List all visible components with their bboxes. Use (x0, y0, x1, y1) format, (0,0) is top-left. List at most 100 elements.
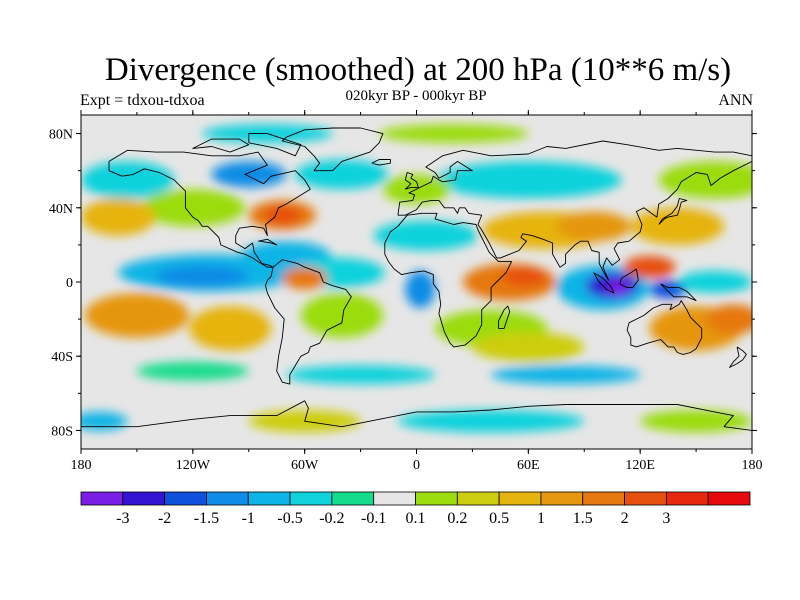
colorbar-swatch (582, 491, 625, 506)
field-anomaly-21 (189, 306, 272, 351)
coastline-0 (108, 149, 311, 268)
coastline-8 (619, 268, 639, 289)
colorbar-label: 1 (537, 510, 545, 527)
longitude-axis: 180 120W 60W 0 60E 120E 180 (71, 110, 763, 473)
colorbar-label: -2 (158, 510, 171, 527)
field-anomaly-27 (472, 332, 585, 362)
colorbar-swatch (498, 491, 542, 506)
field-anomaly-11 (211, 161, 287, 188)
coastline-10 (658, 198, 688, 225)
field-anomaly-31 (649, 280, 687, 299)
field-anomaly-35 (705, 304, 752, 334)
colorbar-label: -0.1 (361, 510, 386, 527)
field-anomaly-33 (677, 270, 752, 294)
colorbar-label: 0.2 (447, 510, 467, 527)
colorbar-label: 0.5 (489, 510, 509, 527)
field-anomaly-23 (282, 267, 328, 290)
field-anomaly-25 (502, 267, 547, 286)
coastline-5 (281, 127, 384, 172)
field-anomaly-37 (491, 365, 641, 385)
field-anomaly-22 (300, 293, 383, 338)
colorbar-swatch (206, 491, 249, 506)
field-anomaly-10 (263, 205, 301, 225)
coastline-6 (498, 305, 511, 329)
colorbar-label: 1.5 (573, 510, 593, 527)
lat-tick-label: 40S (51, 350, 73, 365)
colorbar-swatch (665, 491, 709, 506)
coastline-14 (81, 400, 752, 431)
colorbar-swatch (456, 491, 500, 506)
lat-tick-label: 80N (49, 128, 73, 143)
colorbar-swatch (80, 491, 124, 506)
lat-tick-label: 40N (49, 202, 73, 217)
field-anomaly-20 (84, 293, 190, 338)
colorbar-swatch (164, 491, 207, 506)
coastline-12 (371, 159, 391, 166)
field-anomaly-8 (81, 198, 156, 236)
field-anomaly-19 (658, 161, 752, 199)
lon-tick-label: 0 (413, 458, 420, 473)
field-anomaly-41 (397, 410, 585, 433)
coastline-13 (729, 346, 747, 368)
coastline-3 (384, 212, 513, 348)
period-label: 020kyr BP - 000kyr BP (345, 88, 487, 104)
lat-tick-label: 80S (51, 424, 73, 439)
field-anomaly-12 (295, 159, 389, 190)
field-anomaly-2 (155, 265, 249, 288)
field-anomaly-39 (81, 411, 128, 431)
colorbar-swatch (707, 491, 751, 506)
colorbar-label: 2 (621, 510, 629, 527)
colorbar-swatch (540, 491, 584, 506)
colorbar: -3 -2 -1.5 -1 -0.5 -0.2 -0.1 0.1 0.2 0.5 1 1.5 2 3 (80, 491, 751, 527)
field-anomaly-6 (373, 220, 479, 251)
colorbar-label: 3 (662, 510, 670, 527)
coastline-7 (593, 272, 615, 294)
lon-tick-label: 120W (176, 458, 211, 473)
field-anomaly-38 (136, 361, 249, 381)
field-anomaly-14 (435, 161, 622, 199)
colorbar-swatch (289, 491, 333, 506)
colorbar-label: 0.1 (406, 510, 426, 527)
coastline-4 (626, 300, 703, 355)
map-title: Divergence (smoothed) at 200 hPa (10**6 … (104, 52, 732, 88)
lon-tick-label: 60W (291, 458, 319, 473)
lon-tick-label: 120E (625, 458, 655, 473)
lon-tick-label: 180 (71, 458, 92, 473)
latitude-axis: 80N 40N 0 40S 80S (49, 128, 757, 439)
field-anomaly-17 (556, 211, 631, 242)
colorbar-swatch (415, 491, 458, 506)
colorbar-swatch (122, 491, 166, 506)
field-anomaly-13 (81, 161, 175, 199)
field-anomaly-18 (630, 207, 725, 245)
lat-tick-label: 0 (66, 276, 73, 291)
colorbar-swatch (247, 491, 291, 506)
coastline-16 (192, 138, 250, 153)
colorbar-swatch (373, 491, 416, 506)
coastline-11 (404, 172, 419, 190)
colorbar-label: -0.2 (319, 510, 344, 527)
coastline-2 (397, 140, 752, 281)
colorbar-label: -0.5 (277, 510, 302, 527)
season-label: ANN (718, 92, 753, 109)
divergence-field (81, 124, 752, 433)
coastline-15 (258, 238, 278, 246)
colorbar-swatch (331, 491, 375, 506)
field-anomaly-30 (606, 280, 629, 295)
field-anomaly-36 (286, 365, 436, 385)
field-anomaly-7 (140, 189, 246, 227)
coastlines (81, 127, 752, 431)
colorbar-label: -1.5 (194, 510, 219, 527)
colorbar-label: -1 (242, 510, 255, 527)
field-anomaly-42 (640, 410, 752, 433)
colorbar-swatch (624, 491, 667, 506)
coastline-17 (248, 133, 302, 157)
field-anomaly-32 (623, 256, 676, 279)
coastline-1 (265, 259, 352, 385)
lon-tick-label: 60E (517, 458, 540, 473)
coastline-9 (660, 283, 697, 302)
field-anomaly-5 (405, 270, 436, 308)
colorbar-label: -3 (116, 510, 129, 527)
experiment-label: Expt = tdxou-tdxoa (80, 92, 205, 109)
field-anomaly-44 (379, 124, 529, 143)
